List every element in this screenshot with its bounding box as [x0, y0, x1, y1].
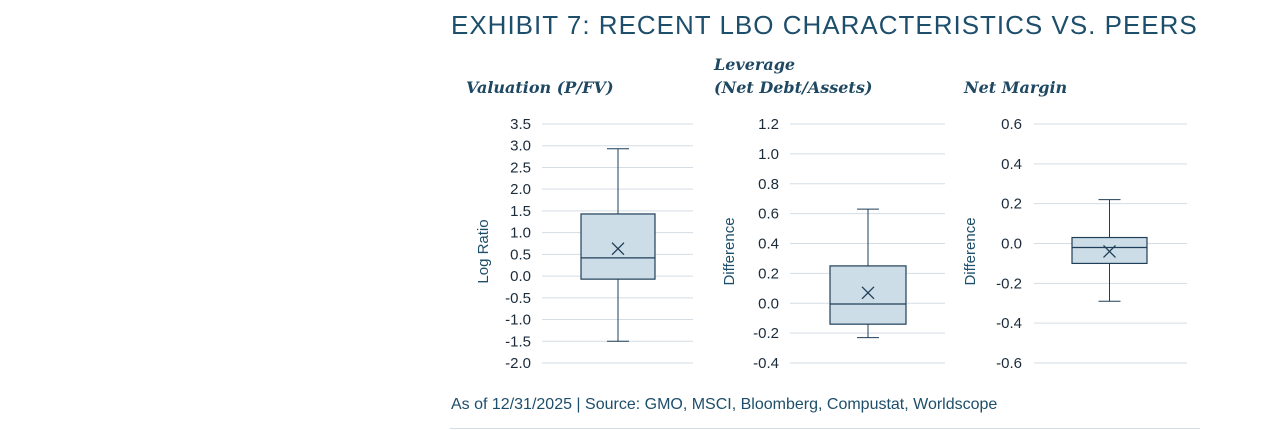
- panel-title-net-margin: Net Margin: [964, 76, 1067, 99]
- panel-title-line: Leverage: [714, 55, 796, 74]
- interquartile-box: [580, 213, 656, 280]
- y-axis-label: Log Ratio: [475, 219, 492, 283]
- mean-marker: [611, 242, 625, 256]
- y-tick-label: 0.0: [758, 295, 779, 312]
- panel-title-leverage: Leverage (Net Debt/Assets): [714, 53, 872, 99]
- y-tick-label: 1.0: [758, 146, 779, 163]
- y-tick-label: 3.5: [510, 116, 531, 133]
- source-note: As of 12/31/2025 | Source: GMO, MSCI, Bl…: [451, 396, 998, 413]
- panel-title-line: Valuation (P/FV): [466, 78, 614, 97]
- y-tick-label: 0.2: [1001, 196, 1022, 213]
- y-tick-label: 1.2: [758, 116, 779, 133]
- y-axis-label: Difference: [962, 217, 979, 285]
- y-tick-label: 2.0: [510, 181, 531, 198]
- y-tick-label: 1.5: [510, 203, 531, 220]
- mean-marker: [861, 286, 875, 300]
- y-tick-label: 2.5: [510, 159, 531, 176]
- y-tick-label: -1.0: [505, 312, 531, 329]
- y-tick-label: 0.6: [1001, 116, 1022, 133]
- y-tick-label: 0.5: [510, 246, 531, 263]
- y-tick-label: 0.4: [1001, 156, 1022, 173]
- y-tick-label: -2.0: [505, 355, 531, 372]
- y-tick-label: 0.2: [758, 265, 779, 282]
- exhibit-title: EXHIBIT 7: RECENT LBO CHARACTERISTICS VS…: [451, 10, 1198, 40]
- y-tick-label: 0.0: [510, 268, 531, 285]
- interquartile-box: [829, 265, 907, 325]
- y-tick-label: -0.5: [505, 290, 531, 307]
- mean-marker: [1103, 245, 1116, 258]
- y-tick-label: -0.6: [996, 355, 1022, 372]
- y-tick-label: 0.0: [1001, 236, 1022, 253]
- y-tick-label: 0.6: [758, 206, 779, 223]
- bottom-divider: [450, 428, 1200, 429]
- panel-title-valuation: Valuation (P/FV): [466, 76, 614, 99]
- y-tick-label: -0.2: [996, 275, 1022, 292]
- y-tick-label: 3.0: [510, 138, 531, 155]
- y-axis-label: Difference: [721, 217, 738, 285]
- y-tick-label: 1.0: [510, 225, 531, 242]
- y-tick-label: -1.5: [505, 333, 531, 350]
- panel-title-line: Net Margin: [964, 78, 1068, 97]
- y-tick-label: -0.4: [996, 315, 1022, 332]
- y-tick-label: 0.8: [758, 176, 779, 193]
- y-tick-label: 0.4: [758, 236, 779, 253]
- panel-title-line: (Net Debt/Assets): [714, 78, 873, 97]
- interquartile-box: [1071, 236, 1148, 265]
- y-tick-label: -0.2: [753, 325, 779, 342]
- y-tick-label: -0.4: [753, 355, 779, 372]
